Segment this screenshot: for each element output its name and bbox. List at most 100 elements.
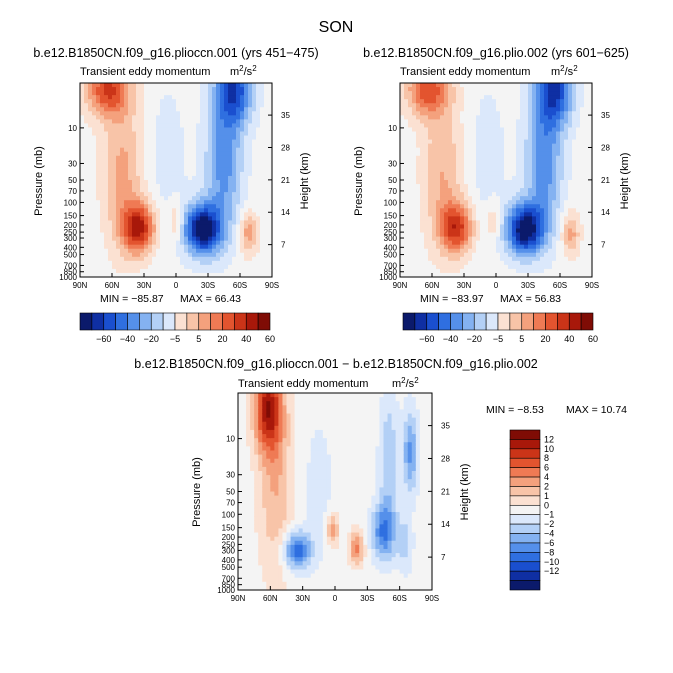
contour-cell (168, 192, 173, 197)
contour-cell (216, 151, 221, 157)
contour-cell (588, 131, 593, 137)
contour-cell (132, 248, 137, 254)
contour-cell (168, 184, 173, 189)
contour-cell (480, 204, 485, 209)
contour-cell (116, 123, 121, 129)
contour-cell (156, 135, 161, 141)
contour-cell (496, 268, 501, 274)
contour-cell (84, 167, 89, 173)
contour-cell (120, 163, 125, 169)
contour-cell (236, 204, 241, 209)
contour-cell (144, 151, 149, 157)
contour-cell (500, 103, 505, 108)
contour-cell (528, 240, 533, 246)
contour-cell (532, 236, 537, 242)
contour-cell (428, 147, 433, 153)
contour-cell (164, 224, 169, 230)
contour-cell (228, 216, 233, 222)
contour-cell (436, 228, 441, 234)
contour-cell (432, 87, 437, 92)
contour-cell (516, 228, 521, 234)
contour-cell (92, 175, 97, 181)
contour-cell (520, 87, 525, 92)
contour-cell (92, 123, 97, 129)
contour-cell (508, 240, 513, 246)
contour-cell (180, 163, 185, 169)
contour-cell (160, 147, 165, 153)
contour-cell (472, 147, 477, 153)
contour-cell (468, 155, 473, 161)
contour-cell (104, 224, 109, 230)
contour-cell (468, 192, 473, 197)
contour-cell (156, 91, 161, 96)
contour-cell (252, 151, 257, 157)
contour-cell (238, 553, 243, 558)
contour-cell (104, 196, 109, 201)
contour-cell (246, 516, 251, 521)
contour-cell (152, 175, 157, 181)
contour-cell (242, 462, 247, 468)
contour-cell (268, 103, 273, 108)
contour-cell (404, 204, 409, 209)
contour-cell (88, 123, 93, 129)
contour-cell (224, 192, 229, 197)
contour-cell (520, 103, 525, 108)
colorbar-label: −20 (144, 334, 159, 344)
contour-cell (100, 264, 105, 270)
contour-cell (580, 123, 585, 129)
contour-cell (412, 159, 417, 165)
contour-cell (580, 184, 585, 189)
contour-cell (232, 83, 237, 88)
contour-cell (244, 220, 249, 226)
contour-cell (584, 244, 589, 250)
contour-cell (88, 260, 93, 266)
contour-cell (242, 495, 247, 501)
contour-cell (216, 184, 221, 189)
contour-cell (156, 107, 161, 112)
contour-cell (436, 163, 441, 169)
colorbar-swatch (139, 312, 152, 331)
contour-cell (432, 224, 437, 230)
contour-cell (236, 83, 241, 88)
contour-cell (88, 264, 93, 270)
contour-cell (588, 119, 593, 125)
contour-cell (404, 224, 409, 230)
contour-cell (156, 188, 161, 193)
contour-cell (460, 216, 465, 222)
contour-cell (192, 143, 197, 149)
contour-cell (92, 143, 97, 149)
contour-cell (220, 143, 225, 149)
contour-cell (452, 127, 457, 133)
contour-cell (532, 180, 537, 185)
contour-cell (444, 184, 449, 189)
contour-cell (552, 204, 557, 209)
contour-cell (460, 99, 465, 104)
contour-cell (508, 167, 513, 173)
contour-cell (148, 155, 153, 161)
contour-cell (228, 208, 233, 213)
contour-cell (232, 188, 237, 193)
contour-cell (168, 200, 173, 205)
contour-cell (552, 192, 557, 197)
contour-cell (420, 171, 425, 177)
contour-cell (408, 171, 413, 177)
contour-cell (500, 167, 505, 173)
contour-cell (268, 252, 273, 258)
contour-cell (204, 184, 209, 189)
contour-cell (224, 119, 229, 125)
contour-cell (192, 188, 197, 193)
y-tick-label: 150 (384, 212, 398, 221)
contour-cell (224, 260, 229, 266)
contour-cell (88, 159, 93, 165)
contour-cell (496, 119, 501, 125)
contour-cell (112, 272, 117, 278)
contour-cell (136, 212, 141, 217)
contour-cell (540, 131, 545, 137)
contour-cell (428, 115, 433, 120)
contour-cell (108, 256, 113, 262)
contour-cell (152, 115, 157, 120)
contour-cell (504, 143, 509, 149)
contour-cell (240, 228, 245, 234)
contour-cell (248, 115, 253, 120)
contour-cell (580, 252, 585, 258)
